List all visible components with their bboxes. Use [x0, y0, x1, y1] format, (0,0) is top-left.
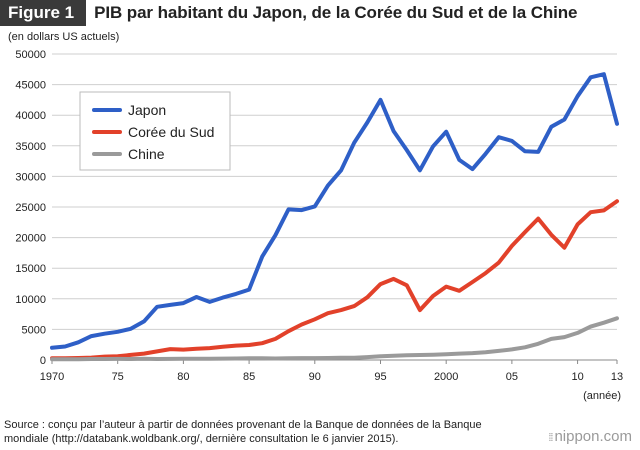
- y-tick-label: 30000: [15, 171, 46, 183]
- y-tick-label: 15000: [15, 263, 46, 275]
- x-tick-label: 10: [571, 371, 583, 383]
- brand-logo: ⁞⁞ nippon.com: [548, 428, 632, 445]
- legend-label: Corée du Sud: [128, 124, 214, 140]
- x-tick-label: 80: [177, 371, 189, 383]
- y-axis-unit-label: (en dollars US actuels): [8, 31, 120, 43]
- y-tick-label: 35000: [15, 141, 46, 153]
- x-tick-label: 05: [506, 371, 518, 383]
- y-tick-label: 20000: [15, 233, 46, 245]
- x-tick-label: 2000: [434, 371, 458, 383]
- figure-header: Figure 1 PIB par habitant du Japon, de l…: [0, 0, 578, 26]
- y-tick-label: 5000: [22, 324, 46, 336]
- y-tick-label: 0: [40, 355, 46, 367]
- x-tick-label: 95: [374, 371, 386, 383]
- series-line-cor-e-du-sud: [50, 199, 619, 361]
- chart-title: PIB par habitant du Japon, de la Corée d…: [94, 3, 578, 22]
- x-tick-label: 90: [309, 371, 321, 383]
- line-chart: 0 5000 10000 15000 20000 25000 30000 35000 40000…: [15, 49, 623, 402]
- y-tick-label: 40000: [15, 110, 46, 122]
- x-tick-label: 1970: [40, 371, 64, 383]
- y-tick-label: 45000: [15, 80, 46, 92]
- y-tick-label: 25000: [15, 202, 46, 214]
- brand-dots-icon: ⁞⁞: [548, 432, 553, 444]
- x-tick-label: 75: [112, 371, 124, 383]
- figure-badge: Figure 1: [0, 0, 87, 26]
- x-axis-label: (année): [583, 390, 621, 402]
- legend-label: Chine: [128, 146, 165, 162]
- y-tick-label: 50000: [15, 49, 46, 61]
- x-tick-label: 13: [611, 371, 623, 383]
- x-tick-label: 85: [243, 371, 255, 383]
- legend-label: Japon: [128, 102, 166, 118]
- y-tick-label: 10000: [15, 294, 46, 306]
- source-note: Source : conçu par l’auteur à partir de …: [4, 419, 482, 445]
- series-line-chine: [50, 316, 619, 362]
- brand-name: nippon.com: [554, 428, 632, 445]
- series-line-japon: [50, 72, 619, 350]
